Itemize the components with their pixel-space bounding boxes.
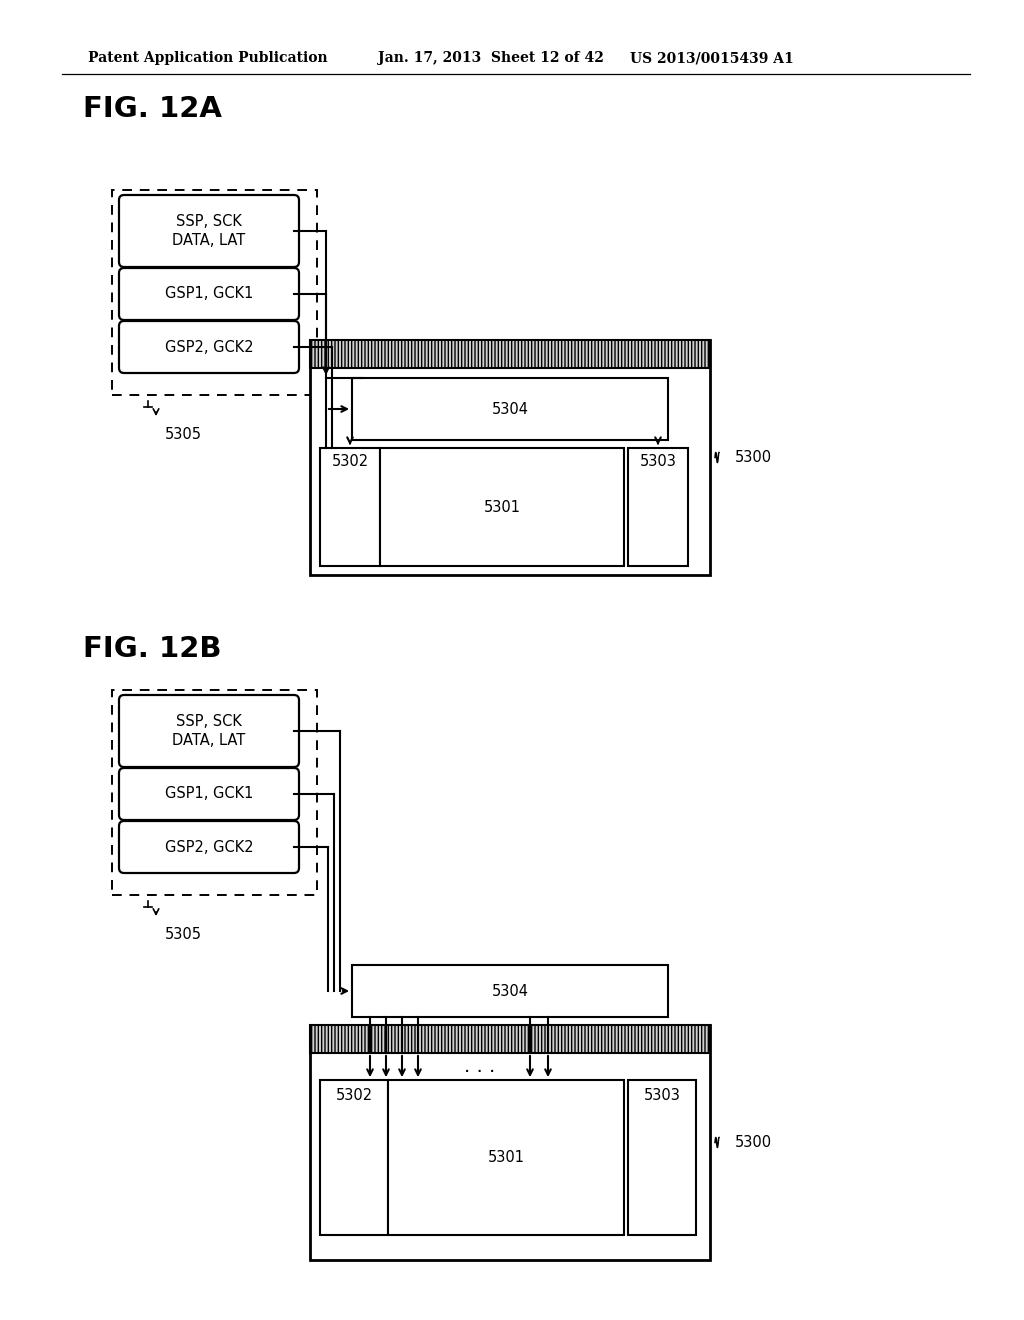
Text: US 2013/0015439 A1: US 2013/0015439 A1 bbox=[630, 51, 794, 65]
Bar bbox=[310, 341, 710, 368]
Bar bbox=[352, 378, 668, 440]
Text: 5301: 5301 bbox=[487, 1150, 524, 1166]
Text: GSP2, GCK2: GSP2, GCK2 bbox=[165, 339, 253, 355]
Text: 5303: 5303 bbox=[643, 1089, 680, 1104]
Text: 5302: 5302 bbox=[336, 1089, 373, 1104]
FancyBboxPatch shape bbox=[119, 696, 299, 767]
FancyBboxPatch shape bbox=[119, 195, 299, 267]
Text: FIG. 12A: FIG. 12A bbox=[83, 95, 222, 123]
Text: Jan. 17, 2013  Sheet 12 of 42: Jan. 17, 2013 Sheet 12 of 42 bbox=[378, 51, 604, 65]
Text: Patent Application Publication: Patent Application Publication bbox=[88, 51, 328, 65]
Text: 5300: 5300 bbox=[735, 450, 772, 465]
Text: SSP, SCK
DATA, LAT: SSP, SCK DATA, LAT bbox=[172, 714, 246, 748]
FancyBboxPatch shape bbox=[119, 768, 299, 820]
Bar bbox=[352, 965, 668, 1016]
FancyBboxPatch shape bbox=[119, 821, 299, 873]
Text: 5304: 5304 bbox=[492, 983, 528, 998]
Bar bbox=[628, 1080, 696, 1236]
Text: GSP1, GCK1: GSP1, GCK1 bbox=[165, 787, 253, 801]
FancyBboxPatch shape bbox=[119, 321, 299, 374]
Bar bbox=[310, 1026, 710, 1261]
Text: . . .: . . . bbox=[464, 1057, 496, 1077]
Text: 5302: 5302 bbox=[332, 454, 369, 470]
Bar bbox=[310, 1026, 710, 1053]
Bar bbox=[388, 1080, 624, 1236]
Text: 5303: 5303 bbox=[640, 454, 677, 470]
Text: 5305: 5305 bbox=[165, 426, 202, 442]
Text: SSP, SCK
DATA, LAT: SSP, SCK DATA, LAT bbox=[172, 214, 246, 248]
Bar bbox=[319, 1080, 388, 1236]
Text: 5300: 5300 bbox=[735, 1135, 772, 1150]
Text: 5301: 5301 bbox=[483, 499, 520, 515]
Bar bbox=[380, 447, 624, 566]
Bar bbox=[628, 447, 688, 566]
Text: FIG. 12B: FIG. 12B bbox=[83, 635, 221, 663]
FancyBboxPatch shape bbox=[119, 268, 299, 319]
Bar bbox=[310, 341, 710, 576]
Bar bbox=[319, 447, 380, 566]
Text: 5305: 5305 bbox=[165, 927, 202, 942]
Text: GSP1, GCK1: GSP1, GCK1 bbox=[165, 286, 253, 301]
Text: GSP2, GCK2: GSP2, GCK2 bbox=[165, 840, 253, 854]
Text: 5304: 5304 bbox=[492, 401, 528, 417]
